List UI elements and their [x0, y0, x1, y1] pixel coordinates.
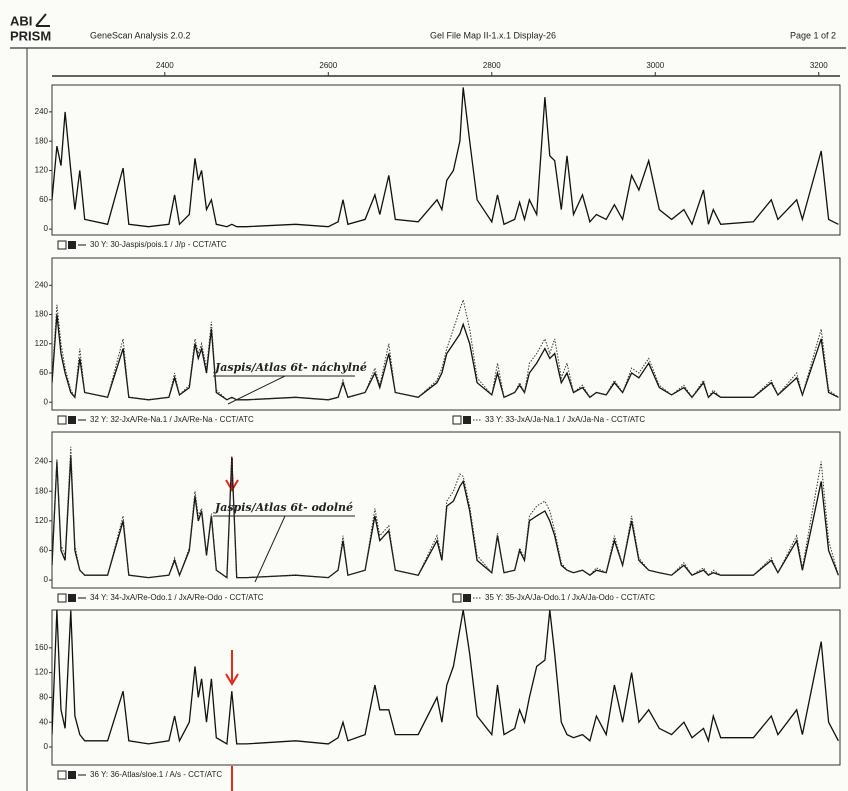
y-tick-label: 180: [35, 136, 49, 145]
y-tick-label: 120: [35, 166, 49, 175]
trace: [52, 315, 838, 400]
legend-label: 36 Y: 36-Atlas/sloe.1 / A/s - CCT/ATC: [90, 770, 222, 779]
y-tick-label: 180: [35, 486, 49, 495]
trace: [52, 447, 838, 578]
x-tick-label: 2400: [156, 61, 174, 70]
lane-icon: [58, 594, 66, 602]
y-tick-label: 0: [44, 742, 49, 751]
y-tick-label: 0: [44, 397, 49, 406]
legend-label: 30 Y: 30-Jaspis/pois.1 / J/p - CCT/ATC: [90, 240, 227, 249]
trace: [52, 610, 838, 744]
legend-label: 32 Y: 32-JxA/Re-Na.1 / JxA/Re-Na - CCT/A…: [90, 415, 254, 424]
y-tick-label: 40: [39, 717, 48, 726]
logo-mark: [36, 14, 50, 26]
y-tick-label: 120: [35, 516, 49, 525]
trace: [52, 300, 838, 400]
page-number: Page 1 of 2: [790, 30, 836, 40]
x-tick-label: 3200: [810, 61, 828, 70]
lane-icon: [58, 771, 66, 779]
lane-icon: [58, 416, 66, 424]
lane-icon: [463, 594, 471, 602]
panel-frame: [52, 85, 840, 235]
annotation: Jaspis/Atlas 6t- odolné: [213, 501, 353, 514]
legend-label: 33 Y: 33-JxA/Ja-Na.1 / JxA/Ja-Na - CCT/A…: [485, 415, 645, 424]
lane-icon: [68, 416, 76, 424]
y-tick-label: 120: [35, 668, 49, 677]
y-tick-label: 120: [35, 339, 49, 348]
annotation-pointer: [255, 516, 285, 582]
x-tick-label: 2600: [319, 61, 337, 70]
panel-frame: [52, 258, 840, 410]
logo-top: ABI: [10, 13, 32, 28]
y-tick-label: 60: [39, 546, 48, 555]
software: GeneScan Analysis 2.0.2: [90, 30, 191, 40]
lane-icon: [68, 594, 76, 602]
lane-icon: [68, 241, 76, 249]
arrow: [226, 650, 238, 684]
lane-icon: [453, 594, 461, 602]
lane-icon: [58, 241, 66, 249]
y-tick-label: 0: [44, 224, 49, 233]
y-tick-label: 240: [35, 457, 49, 466]
y-tick-label: 60: [39, 368, 48, 377]
x-tick-label: 2800: [483, 61, 501, 70]
lane-icon: [453, 416, 461, 424]
y-tick-label: 160: [35, 643, 49, 652]
file-name: Gel File Map II-1.x.1 Display-26: [430, 30, 556, 40]
lane-icon: [68, 771, 76, 779]
legend-label: 35 Y: 35-JxA/Ja-Odo.1 / JxA/Ja-Odo - CCT…: [485, 593, 655, 602]
chart: ABI PRISM GeneScan Analysis 2.0.2 Gel Fi…: [0, 0, 848, 791]
trace: [52, 457, 838, 578]
y-tick-label: 240: [35, 107, 49, 116]
y-tick-label: 0: [44, 575, 49, 584]
lane-icon: [463, 416, 471, 424]
y-tick-label: 240: [35, 280, 49, 289]
y-tick-label: 60: [39, 195, 48, 204]
x-tick-label: 3000: [646, 61, 664, 70]
legend-label: 34 Y: 34-JxA/Re-Odo.1 / JxA/Re-Odo - CCT…: [90, 593, 264, 602]
annotation: Jaspis/Atlas 6t- náchylné: [213, 361, 367, 374]
logo-bottom: PRISM: [10, 28, 51, 43]
y-tick-label: 80: [39, 693, 48, 702]
trace: [52, 87, 838, 226]
y-tick-label: 180: [35, 310, 49, 319]
